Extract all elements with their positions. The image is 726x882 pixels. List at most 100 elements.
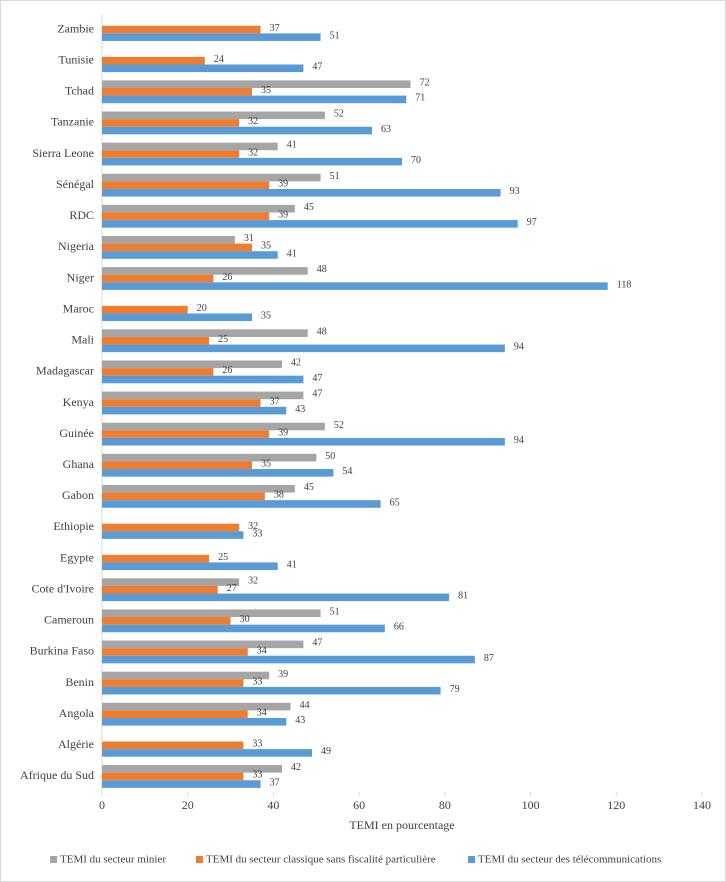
bar <box>102 64 304 73</box>
bar <box>102 585 218 594</box>
value-label: 63 <box>381 124 391 135</box>
value-label: 41 <box>287 248 297 259</box>
y-tick-label: Afrique du Sud <box>20 768 94 782</box>
y-tick-label: Mali <box>71 333 94 347</box>
value-label: 45 <box>304 482 314 493</box>
value-label: 31 <box>244 233 254 244</box>
value-label: 81 <box>458 591 468 602</box>
bar <box>102 88 252 96</box>
bar <box>102 749 312 757</box>
x-tick-label: 0 <box>99 798 105 812</box>
value-label: 93 <box>510 186 520 197</box>
bar <box>102 173 321 182</box>
bar <box>102 305 188 314</box>
value-label: 51 <box>330 607 340 618</box>
x-tick-label: 40 <box>267 798 279 812</box>
y-tick-label: Benin <box>65 675 94 689</box>
bar <box>102 702 291 711</box>
value-label: 34 <box>257 645 267 656</box>
value-label: 79 <box>450 684 460 695</box>
value-label: 35 <box>261 311 271 322</box>
bar <box>102 142 278 151</box>
bar <box>102 25 261 34</box>
y-tick-label: Ghana <box>63 457 95 471</box>
bar <box>102 461 252 470</box>
value-label: 35 <box>261 459 271 470</box>
value-label: 66 <box>394 622 404 633</box>
x-tick-label: 100 <box>522 798 540 812</box>
bar <box>102 671 270 680</box>
bar <box>102 344 505 353</box>
bar <box>102 562 278 570</box>
value-label: 71 <box>415 93 425 104</box>
x-axis-title: TEMI en pourcentage <box>349 818 454 832</box>
value-label: 65 <box>390 497 400 508</box>
bar <box>102 220 518 228</box>
value-label: 54 <box>342 466 352 477</box>
bar <box>102 437 505 446</box>
bar <box>102 267 308 275</box>
value-label: 33 <box>252 676 262 687</box>
bar <box>102 56 205 65</box>
bar <box>102 617 231 625</box>
value-label: 25 <box>218 552 228 563</box>
bar <box>102 710 248 718</box>
bar <box>102 375 304 384</box>
value-label: 37 <box>270 23 280 34</box>
y-tick-label: Tanzanie <box>51 115 94 129</box>
y-tick-label: Niger <box>67 270 94 284</box>
y-tick-label: Ethiopie <box>53 519 94 533</box>
value-label: 51 <box>330 30 340 41</box>
legend-swatch <box>468 856 475 863</box>
bar <box>102 157 402 166</box>
y-tick-label: Angola <box>59 706 95 720</box>
value-label: 47 <box>312 638 322 649</box>
bar <box>102 578 240 586</box>
y-tick-label: Sénégal <box>56 177 95 191</box>
bar <box>102 126 372 135</box>
bar <box>102 422 325 431</box>
y-tick-label: Sierra Leone <box>32 146 94 160</box>
legend-label: TEMI du secteur classique sans fiscalité… <box>206 854 436 866</box>
bar <box>102 329 308 337</box>
y-tick-label: Cote d'Ivoire <box>32 581 94 595</box>
bar <box>102 80 411 88</box>
value-label: 118 <box>617 279 632 290</box>
bar <box>102 430 270 438</box>
bar <box>102 554 210 563</box>
value-label: 48 <box>317 264 327 275</box>
value-label: 42 <box>291 358 301 369</box>
bar <box>102 500 381 508</box>
bar <box>102 765 282 773</box>
bar <box>102 95 407 104</box>
bar <box>102 492 265 501</box>
y-tick-label: Tunisie <box>58 52 94 66</box>
value-label: 52 <box>334 420 344 431</box>
value-label: 39 <box>278 178 288 189</box>
value-label: 35 <box>261 241 271 252</box>
bar <box>102 313 252 322</box>
value-label: 38 <box>274 490 284 501</box>
value-label: 94 <box>514 342 524 353</box>
bar <box>102 336 210 345</box>
y-tick-label: Gabon <box>62 488 94 502</box>
bar <box>102 251 278 259</box>
value-label: 25 <box>218 334 228 345</box>
value-label: 24 <box>214 54 224 65</box>
y-tick-label: RDC <box>69 208 94 222</box>
y-tick-label: Madagascar <box>36 364 94 378</box>
bar <box>102 391 304 400</box>
bar <box>102 718 287 726</box>
bar <box>102 181 270 189</box>
legend-label: TEMI du secteur minier <box>60 854 166 866</box>
bar <box>102 111 325 120</box>
value-label: 43 <box>295 404 305 415</box>
value-label: 94 <box>514 435 524 446</box>
value-label: 47 <box>312 62 322 73</box>
legend-swatch <box>196 856 203 863</box>
bar <box>102 640 304 649</box>
value-label: 70 <box>411 155 421 166</box>
value-label: 41 <box>287 140 297 151</box>
value-label: 27 <box>227 583 237 594</box>
value-label: 30 <box>240 614 250 625</box>
